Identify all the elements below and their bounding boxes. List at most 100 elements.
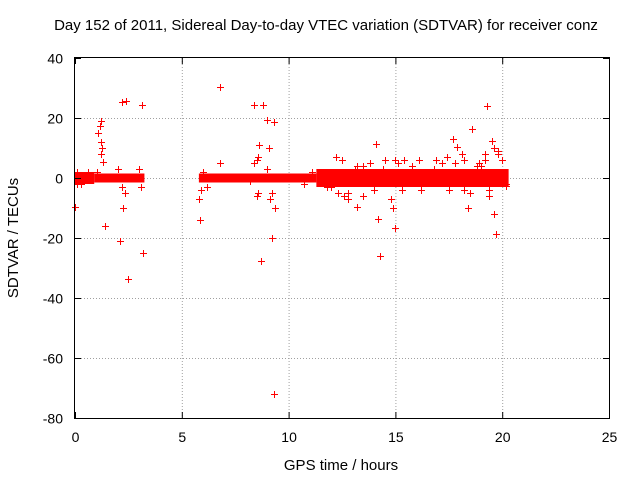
- data-point: [399, 187, 406, 194]
- outlier-point: [422, 169, 429, 176]
- data-point: [482, 157, 489, 164]
- outlier-point: [98, 139, 105, 146]
- x-tick-label: 0: [72, 429, 80, 445]
- outlier-point: [98, 151, 105, 158]
- outlier-point: [360, 163, 367, 170]
- data-point: [136, 166, 143, 173]
- data-point: [269, 190, 276, 197]
- outlier-point: [94, 169, 101, 176]
- outlier-point: [392, 225, 399, 232]
- outlier-point: [140, 250, 147, 257]
- outlier-point: [258, 258, 265, 265]
- outlier-point: [380, 166, 387, 173]
- outlier-point: [122, 190, 129, 197]
- outlier-point: [478, 163, 485, 170]
- outlier-point: [459, 151, 466, 158]
- outlier-point: [395, 160, 402, 167]
- data-point: [409, 163, 416, 170]
- outlier-point: [375, 216, 382, 223]
- data-point: [367, 160, 374, 167]
- data-point: [264, 166, 271, 173]
- outlier-point: [102, 223, 109, 230]
- grid-layer: [75, 58, 609, 418]
- data-point: [491, 145, 498, 152]
- outlier-point: [119, 99, 126, 106]
- y-tick-label: -20: [43, 231, 63, 247]
- y-tick-label: 0: [55, 171, 63, 187]
- data-point: [333, 154, 340, 161]
- outlier-point: [324, 178, 331, 185]
- x-axis-label: GPS time / hours: [284, 457, 398, 474]
- outlier-point: [484, 103, 491, 110]
- outlier-point: [97, 123, 104, 130]
- outlier-point: [72, 204, 79, 211]
- data-point: [418, 187, 425, 194]
- outlier-point: [247, 178, 254, 185]
- axis-ticks: 0 5 10 15 20 25 40 20 0 -20 -40 -60 -80: [43, 51, 618, 446]
- outlier-point: [495, 148, 502, 155]
- outlier-point: [255, 154, 262, 161]
- outlier-point: [450, 136, 457, 143]
- outlier-point: [260, 102, 267, 109]
- data-band: [316, 169, 509, 187]
- outlier-point: [255, 190, 262, 197]
- outlier-point: [74, 181, 81, 188]
- outlier-point: [120, 205, 127, 212]
- data-point: [486, 193, 493, 200]
- data-points: [72, 84, 510, 398]
- outlier-point: [386, 169, 393, 176]
- data-point: [204, 184, 211, 191]
- data-point: [452, 160, 459, 167]
- y-axis-label: SDTVAR / TECUs: [5, 178, 22, 298]
- outlier-point: [373, 141, 380, 148]
- outlier-point: [217, 84, 224, 91]
- outlier-point: [99, 145, 106, 152]
- y-tick-label: -60: [43, 351, 63, 367]
- outlier-point: [98, 118, 105, 125]
- outlier-point: [486, 187, 493, 194]
- outlier-point: [123, 98, 130, 105]
- outlier-point: [309, 169, 316, 176]
- x-tick-label: 15: [388, 429, 404, 445]
- outlier-point: [469, 126, 476, 133]
- data-point: [335, 190, 342, 197]
- data-point: [371, 187, 378, 194]
- data-point: [115, 166, 122, 173]
- outlier-point: [266, 145, 273, 152]
- data-point: [198, 187, 205, 194]
- data-point: [254, 193, 261, 200]
- outlier-point: [433, 157, 440, 164]
- outlier-point: [217, 160, 224, 167]
- y-tick-label: 40: [47, 51, 63, 67]
- data-band: [198, 173, 317, 183]
- data-point: [388, 196, 395, 203]
- outlier-point: [328, 184, 335, 191]
- x-tick-label: 25: [602, 429, 618, 445]
- data-point: [461, 157, 468, 164]
- outlier-point: [401, 157, 408, 164]
- outlier-point: [390, 205, 397, 212]
- outlier-point: [345, 196, 352, 203]
- data-point: [200, 169, 207, 176]
- data-band: [75, 172, 95, 184]
- outlier-point: [95, 130, 102, 137]
- data-point: [439, 160, 446, 167]
- data-point: [467, 190, 474, 197]
- data-point: [251, 160, 258, 167]
- outlier-point: [267, 196, 274, 203]
- outlier-point: [482, 151, 489, 158]
- outlier-point: [491, 211, 498, 218]
- outlier-point: [499, 157, 506, 164]
- outlier-point: [254, 157, 261, 164]
- outlier-point: [461, 187, 468, 194]
- outlier-point: [100, 159, 107, 166]
- outlier-point: [264, 117, 271, 124]
- data-point: [339, 157, 346, 164]
- outlier-point: [117, 238, 124, 245]
- outlier-point: [197, 217, 204, 224]
- data-point: [119, 184, 126, 191]
- outlier-point: [272, 205, 279, 212]
- plot-frame: [74, 57, 610, 419]
- outlier-point: [493, 231, 500, 238]
